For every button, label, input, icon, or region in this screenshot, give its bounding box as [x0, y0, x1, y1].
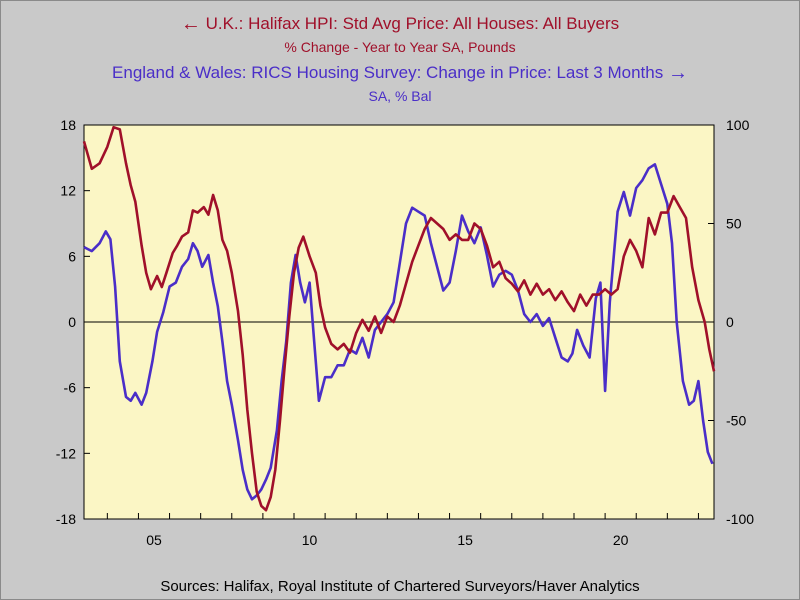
legend-series1-title: U.K.: Halifax HPI: Std Avg Price: All Ho… [205, 14, 620, 33]
right-arrow-icon: → [667, 62, 688, 84]
series-halifax-line [82, 125, 716, 512]
legend-series2: England & Wales: RICS Housing Survey: Ch… [0, 63, 800, 83]
y-right-tick-label: 0 [726, 314, 734, 330]
x-tick-label: 10 [302, 532, 318, 548]
y-right-tick-label: 50 [726, 216, 742, 232]
y-left-tick-label: -6 [64, 380, 77, 396]
y-left-tick-label: 6 [68, 248, 76, 264]
legend-series1-sub: % Change - Year to Year SA, Pounds [284, 39, 516, 55]
source-note: Sources: Halifax, Royal Institute of Cha… [160, 578, 640, 595]
x-tick-label: 15 [457, 532, 473, 548]
y-right-tick-label: 100 [726, 117, 750, 133]
x-tick-label: 05 [146, 532, 162, 548]
y-right-tick-label: -100 [726, 511, 754, 527]
y-right-tick-label: -50 [726, 413, 746, 429]
legend-series2-sub: SA, % Bal [368, 88, 432, 104]
legend-series2-title: England & Wales: RICS Housing Survey: Ch… [112, 63, 664, 82]
y-left-tick-label: -18 [56, 511, 76, 527]
y-left-tick-label: 0 [68, 314, 76, 330]
left-arrow-icon: ← [180, 13, 201, 35]
y-left-tick-label: 18 [60, 117, 76, 133]
x-tick-label: 20 [613, 532, 629, 548]
series-rics-line [83, 163, 714, 501]
y-left-tick-label: 12 [60, 183, 76, 199]
y-left-tick-label: -12 [56, 445, 76, 461]
legend-series1: ← U.K.: Halifax HPI: Std Avg Price: All … [0, 14, 800, 34]
